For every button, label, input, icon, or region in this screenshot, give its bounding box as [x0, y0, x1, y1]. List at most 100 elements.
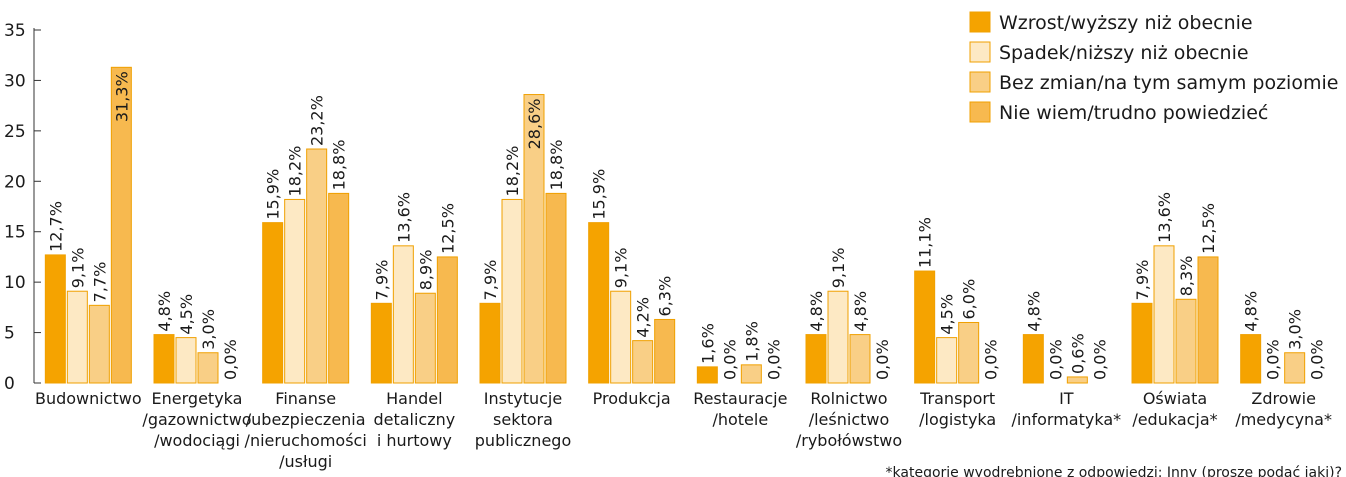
- bars: [44, 66, 1306, 384]
- data-label: 13,6%: [394, 192, 413, 243]
- y-tick-label: 0: [4, 374, 15, 394]
- bar: [66, 290, 88, 384]
- data-label: 4,8%: [155, 291, 174, 332]
- bar: [654, 318, 676, 384]
- bar: [610, 290, 632, 384]
- bar: [153, 334, 175, 384]
- data-label: 0,0%: [1308, 339, 1327, 380]
- category-label: Rolnictwo/leśnictwo/rybołówstwo: [796, 389, 902, 450]
- category-label: Finanse/ubezpieczenia/nieruchomości/usłu…: [245, 389, 367, 471]
- data-label: 12,7%: [46, 201, 65, 252]
- bar: [1240, 334, 1262, 384]
- bar: [849, 334, 871, 384]
- data-label: 12,5%: [438, 203, 457, 254]
- y-tick-label: 5: [4, 324, 15, 344]
- data-label: 15,9%: [264, 169, 283, 220]
- bar: [1131, 302, 1153, 384]
- y-tick-label: 30: [4, 71, 26, 91]
- bar: [436, 256, 458, 384]
- category-label: Restauracje/hotele: [693, 389, 787, 429]
- data-label: 6,0%: [960, 279, 979, 320]
- category-labels: Budownictwo Energetyka/gazownictwo/wodoci…: [35, 389, 1332, 471]
- data-label: 4,8%: [851, 291, 870, 332]
- category-label: Instytucje sektora publicznego: [475, 389, 571, 450]
- legend: Wzrost/wyższy niż obecnie Spadek/niższy n…: [969, 11, 1338, 124]
- data-label: 11,1%: [916, 217, 935, 268]
- bar: [197, 352, 219, 384]
- data-label: 7,9%: [481, 260, 500, 301]
- data-label: 4,8%: [1242, 291, 1261, 332]
- data-label: 3,0%: [1286, 309, 1305, 350]
- legend-swatch: [969, 11, 991, 33]
- bar: [306, 148, 328, 384]
- data-label: 0,0%: [720, 339, 739, 380]
- footnote: *kategorie wyodrębnione z odpowiedzi: In…: [886, 465, 1342, 477]
- category-label: Energetyka/gazownictwo/wodociągi: [142, 389, 251, 450]
- bar: [936, 337, 958, 384]
- data-label: 9,1%: [829, 248, 848, 289]
- data-label: 8,3%: [1177, 256, 1196, 297]
- y-tick-label: 10: [4, 273, 26, 293]
- data-labels: 12,7%9,1% 7,7%31,3%4,8% 4,5% 3,0%0,0%15,9% 1…: [46, 71, 1326, 380]
- legend-swatch: [969, 101, 991, 123]
- data-label: 7,9%: [372, 260, 391, 301]
- data-label: 0,0%: [1046, 339, 1065, 380]
- category-label: Produkcja: [593, 389, 671, 408]
- data-label: 4,8%: [807, 291, 826, 332]
- bar: [588, 222, 610, 384]
- data-label: 18,8%: [330, 140, 349, 191]
- legend-label: Bez zmian/na tym samym poziomie: [999, 72, 1338, 94]
- category-label: Transport/logistyka: [919, 389, 996, 429]
- data-label: 0,0%: [982, 339, 1001, 380]
- data-label: 0,0%: [764, 339, 783, 380]
- bar: [1066, 376, 1088, 384]
- bar: [1175, 298, 1197, 384]
- data-label: 23,2%: [308, 95, 327, 146]
- data-label: 4,5%: [938, 294, 957, 335]
- bar: [1153, 245, 1175, 384]
- bar: [175, 337, 197, 384]
- data-label: 1,8%: [742, 321, 761, 362]
- category-label: Oświata/edukacja*: [1132, 389, 1217, 429]
- data-label: 0,0%: [1090, 339, 1109, 380]
- data-label: 0,0%: [1264, 339, 1283, 380]
- bar: [501, 198, 523, 384]
- category-label: Zdrowie/medycyna*: [1235, 389, 1332, 429]
- y-tick-label: 25: [4, 122, 26, 142]
- bar: [414, 292, 436, 384]
- y-tick-label: 15: [4, 223, 26, 243]
- legend-swatch: [969, 41, 991, 63]
- bar: [88, 304, 110, 384]
- data-label: 15,9%: [590, 169, 609, 220]
- bar: [827, 290, 849, 384]
- bar: [328, 192, 350, 384]
- bar: [44, 254, 66, 384]
- y-axis: 0 5 10 15 20 25 30 35: [4, 21, 41, 394]
- legend-label: Wzrost/wyższy niż obecnie: [999, 12, 1253, 34]
- data-label: 4,5%: [177, 294, 196, 335]
- data-label: 9,1%: [68, 248, 87, 289]
- data-label: 12,5%: [1199, 203, 1218, 254]
- data-label: 7,9%: [1133, 260, 1152, 301]
- bar: [740, 364, 762, 384]
- data-label: 0,6%: [1068, 333, 1087, 374]
- category-label: IT/informatyka*: [1012, 389, 1122, 429]
- bar: [805, 334, 827, 384]
- category-label: Handel detaliczny i hurtowy: [373, 389, 455, 450]
- data-label: 6,3%: [656, 276, 675, 317]
- bar: [370, 302, 392, 384]
- bar: [632, 340, 654, 384]
- bar: [479, 302, 501, 384]
- data-label: 7,7%: [90, 262, 109, 303]
- bar: [914, 270, 936, 384]
- legend-label: Nie wiem/trudno powiedzieć: [999, 102, 1268, 124]
- data-label: 9,1%: [612, 248, 631, 289]
- y-tick-label: 35: [4, 21, 26, 41]
- bar: [545, 192, 567, 384]
- legend-label: Spadek/niższy niż obecnie: [999, 42, 1249, 64]
- bar: [696, 366, 718, 384]
- bar: [958, 321, 980, 384]
- data-label: 8,9%: [416, 250, 435, 291]
- y-tick-label: 20: [4, 172, 26, 192]
